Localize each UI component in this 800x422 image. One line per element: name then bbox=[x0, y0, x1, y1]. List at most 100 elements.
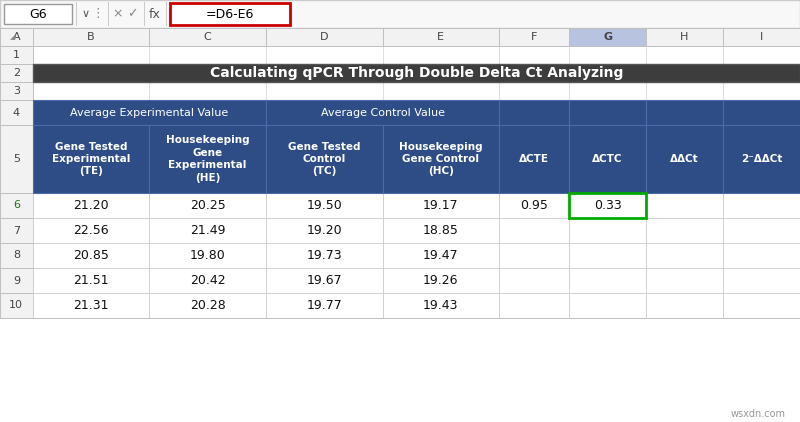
Bar bbox=[382, 125, 499, 193]
Text: 19.43: 19.43 bbox=[423, 299, 458, 312]
Bar bbox=[266, 293, 382, 318]
Text: Average Control Value: Average Control Value bbox=[321, 108, 445, 117]
Bar bbox=[266, 28, 382, 46]
Bar bbox=[382, 82, 499, 100]
Text: 19.50: 19.50 bbox=[306, 199, 342, 212]
Bar bbox=[33, 82, 150, 100]
Bar bbox=[0, 243, 33, 268]
Text: 2⁻ΔΔCt: 2⁻ΔΔCt bbox=[741, 154, 782, 164]
Bar bbox=[569, 243, 646, 268]
Bar bbox=[569, 218, 646, 243]
Bar bbox=[499, 125, 569, 193]
Text: ✓: ✓ bbox=[126, 8, 138, 21]
Bar bbox=[499, 82, 569, 100]
Text: 19.17: 19.17 bbox=[423, 199, 458, 212]
Bar bbox=[646, 218, 723, 243]
Bar bbox=[646, 243, 723, 268]
Bar bbox=[108, 2, 109, 26]
Bar bbox=[0, 64, 33, 82]
Text: 9: 9 bbox=[13, 276, 20, 286]
Bar bbox=[0, 218, 33, 243]
Text: 21.20: 21.20 bbox=[73, 199, 109, 212]
Bar bbox=[569, 28, 646, 46]
Text: F: F bbox=[531, 32, 538, 42]
Text: 19.80: 19.80 bbox=[190, 249, 226, 262]
Text: 18.85: 18.85 bbox=[423, 224, 458, 237]
Bar bbox=[150, 293, 266, 318]
Bar bbox=[569, 100, 646, 125]
Text: G6: G6 bbox=[29, 8, 47, 21]
Text: 1: 1 bbox=[13, 50, 20, 60]
Text: Calculating qPCR Through Double Delta Ct Analyzing: Calculating qPCR Through Double Delta Ct… bbox=[210, 66, 623, 80]
Bar bbox=[33, 318, 800, 319]
Bar bbox=[499, 268, 569, 293]
Bar bbox=[499, 193, 569, 218]
Text: Gene Tested
Control
(TC): Gene Tested Control (TC) bbox=[288, 142, 361, 176]
Bar bbox=[4, 4, 72, 24]
Bar bbox=[0, 268, 33, 293]
Bar bbox=[499, 100, 569, 125]
Bar bbox=[33, 125, 150, 193]
Text: ⋮: ⋮ bbox=[92, 8, 104, 21]
Bar bbox=[266, 100, 499, 125]
Bar bbox=[33, 218, 150, 243]
Text: 6: 6 bbox=[13, 200, 20, 211]
Bar bbox=[150, 243, 266, 268]
Text: A: A bbox=[13, 32, 20, 42]
Bar bbox=[646, 46, 723, 64]
Bar bbox=[150, 218, 266, 243]
Bar bbox=[646, 28, 723, 46]
Text: ×: × bbox=[113, 8, 123, 21]
Text: C: C bbox=[204, 32, 211, 42]
Text: ◢: ◢ bbox=[10, 34, 15, 40]
Bar bbox=[723, 293, 800, 318]
Bar bbox=[723, 125, 800, 193]
Text: Housekeeping
Gene Control
(HC): Housekeeping Gene Control (HC) bbox=[399, 142, 482, 176]
Bar bbox=[266, 243, 382, 268]
Bar bbox=[76, 2, 77, 26]
Text: 19.73: 19.73 bbox=[306, 249, 342, 262]
Bar bbox=[33, 100, 266, 125]
Bar bbox=[382, 268, 499, 293]
Bar bbox=[0, 46, 33, 64]
Bar bbox=[646, 82, 723, 100]
Bar bbox=[0, 293, 33, 318]
Bar bbox=[170, 3, 290, 25]
Text: I: I bbox=[760, 32, 763, 42]
Bar bbox=[0, 318, 800, 422]
Text: Average Experimental Value: Average Experimental Value bbox=[70, 108, 228, 117]
Bar bbox=[0, 28, 33, 46]
Text: B: B bbox=[87, 32, 94, 42]
Text: 22.56: 22.56 bbox=[73, 224, 109, 237]
Bar bbox=[266, 193, 382, 218]
Text: 20.28: 20.28 bbox=[190, 299, 226, 312]
Bar bbox=[723, 218, 800, 243]
Bar bbox=[382, 28, 499, 46]
Bar bbox=[569, 125, 646, 193]
Bar bbox=[266, 125, 382, 193]
Bar bbox=[33, 293, 150, 318]
Bar bbox=[150, 268, 266, 293]
Text: 19.20: 19.20 bbox=[306, 224, 342, 237]
Text: ∨: ∨ bbox=[82, 9, 90, 19]
Bar bbox=[646, 193, 723, 218]
Bar bbox=[646, 293, 723, 318]
Bar bbox=[499, 218, 569, 243]
Text: ΔCTC: ΔCTC bbox=[592, 154, 623, 164]
Bar bbox=[569, 193, 646, 218]
Text: Housekeeping
Gene
Experimental
(HE): Housekeeping Gene Experimental (HE) bbox=[166, 135, 250, 183]
Bar bbox=[569, 268, 646, 293]
Bar bbox=[150, 125, 266, 193]
Bar bbox=[382, 218, 499, 243]
Text: 0.33: 0.33 bbox=[594, 199, 622, 212]
Bar bbox=[144, 2, 145, 26]
Bar bbox=[646, 268, 723, 293]
Bar bbox=[723, 46, 800, 64]
Bar bbox=[150, 193, 266, 218]
Text: 3: 3 bbox=[13, 86, 20, 96]
Bar bbox=[266, 218, 382, 243]
Text: 19.77: 19.77 bbox=[306, 299, 342, 312]
Bar bbox=[150, 82, 266, 100]
Bar bbox=[499, 28, 569, 46]
Text: 21.31: 21.31 bbox=[74, 299, 109, 312]
